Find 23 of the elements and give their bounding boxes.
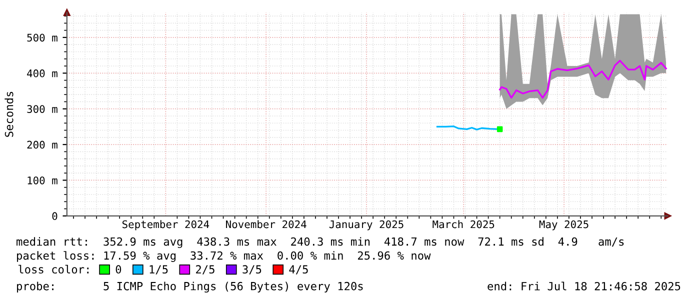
y-tick-label: 500 m <box>27 34 58 42</box>
y-axis-title: Seconds <box>4 92 14 137</box>
x-tick-label: March 2025 <box>432 220 494 228</box>
legend-title: loss color: <box>18 264 89 274</box>
line-series <box>498 60 667 99</box>
legend-label: 3/5 <box>242 265 262 274</box>
legend-label: 4/5 <box>289 265 308 274</box>
y-tick-label: 100 m <box>28 176 58 184</box>
text: median rtt: 352.9 ms avg 438.3 ms max 240.3 ms min 418.7 ms now 72.1 ms sd 4.9 am/s <box>16 237 624 248</box>
y-tick-label: 300 m <box>27 105 58 113</box>
text: packet loss: 17.59 % avg 33.72 % max 0.00 % min 25.96 % now <box>17 251 431 262</box>
legend-label: 1/5 <box>150 265 168 274</box>
text: end: Fri Jul 18 21:46:58 2025 <box>488 282 680 290</box>
y-tick-label: 200 m <box>27 140 58 149</box>
x-tick-label: September 2024 <box>122 220 210 230</box>
y-tick-label: 400 m <box>27 69 58 78</box>
legend-label: 2/5 <box>196 265 214 274</box>
text: probe: 5 ICMP Echo Pings (56 Bytes) every 120s <box>17 282 363 293</box>
y-tick-label: 0 <box>52 212 58 220</box>
legend-label: 0 <box>116 265 122 274</box>
x-tick-label: January 2025 <box>329 220 404 230</box>
x-tick-label: May 2025 <box>539 220 588 230</box>
x-tick-label: November 2024 <box>226 220 306 228</box>
